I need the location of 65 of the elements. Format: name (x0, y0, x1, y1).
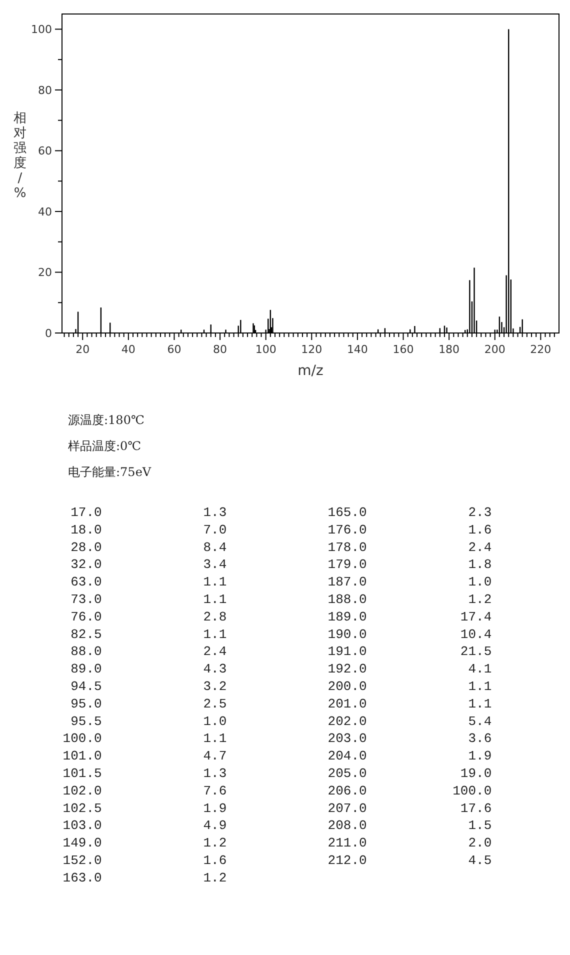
text: 32.0 3.4 (55, 557, 227, 572)
text: 187.0 1.0 (320, 574, 492, 590)
text: 189.0 17.4 (320, 609, 492, 624)
x-tick-label: 20 (76, 343, 90, 356)
text: 205.0 19.0 (320, 766, 492, 781)
text: 201.0 1.1 (320, 696, 492, 712)
text: 176.0 1.6 (320, 522, 492, 538)
y-axis-title: 相对强度/% (14, 111, 26, 201)
x-tick-label: 40 (121, 343, 136, 356)
x-tick-label: 220 (530, 343, 552, 356)
text: 73.0 1.1 (55, 592, 227, 607)
text: 204.0 1.9 (320, 748, 492, 764)
x-tick-label: 140 (346, 343, 368, 356)
text: 211.0 2.0 (320, 836, 492, 851)
text: 163.0 1.2 (55, 870, 227, 886)
y-tick-label: 80 (38, 84, 52, 97)
text: 82.5 1.1 (55, 626, 227, 642)
text: 200.0 1.1 (320, 679, 492, 694)
text: 95.5 1.0 (55, 714, 227, 729)
text: 源温度:180℃ (68, 413, 144, 427)
x-tick-label: 160 (392, 343, 414, 356)
text: 76.0 2.8 (55, 609, 227, 624)
text: 202.0 5.4 (320, 714, 492, 729)
text: 样品温度:0℃ (68, 439, 142, 453)
text: 191.0 21.5 (320, 644, 492, 660)
y-tick-label: 100 (31, 23, 52, 36)
text: 192.0 4.1 (320, 662, 492, 677)
text: 165.0 2.3 (320, 505, 492, 520)
text: 88.0 2.4 (55, 644, 227, 660)
text: 206.0 100.0 (320, 783, 492, 798)
text: 207.0 17.6 (320, 800, 492, 816)
text: 电子能量:75eV (68, 465, 152, 479)
text: 63.0 1.1 (55, 574, 227, 590)
text: 18.0 7.0 (55, 522, 227, 538)
text: 101.5 1.3 (55, 766, 227, 781)
y-tick-label: 60 (38, 144, 52, 158)
x-tick-label: 100 (255, 343, 276, 356)
x-tick-label: 180 (438, 343, 460, 356)
text: 95.0 2.5 (55, 696, 227, 712)
text: 103.0 4.9 (55, 818, 227, 834)
x-tick-label: 200 (484, 343, 506, 356)
text: 212.0 4.5 (320, 853, 492, 868)
text: 203.0 3.6 (320, 731, 492, 746)
x-axis-title: m/z (298, 363, 324, 379)
text: 100.0 1.1 (55, 731, 227, 746)
y-tick-label: 40 (38, 205, 52, 218)
x-tick-label: 60 (167, 343, 182, 356)
x-tick-label: 120 (301, 343, 322, 356)
text: 102.0 7.6 (55, 783, 227, 798)
text: 149.0 1.2 (55, 836, 227, 851)
y-tick-label: 20 (38, 266, 52, 280)
text: 17.0 1.3 (55, 505, 227, 520)
text: 94.5 3.2 (55, 679, 227, 694)
text: 28.0 8.4 (55, 540, 227, 555)
text: 179.0 1.8 (320, 557, 492, 572)
text: 102.5 1.9 (55, 800, 227, 816)
text: 89.0 4.3 (55, 662, 227, 677)
x-tick-label: 80 (213, 343, 228, 356)
text: 101.0 4.7 (55, 748, 227, 764)
text: 190.0 10.4 (320, 626, 492, 642)
text: 178.0 2.4 (320, 540, 492, 555)
text: 208.0 1.5 (320, 818, 492, 834)
text: 152.0 1.6 (55, 853, 227, 868)
text: 188.0 1.2 (320, 592, 492, 607)
y-tick-label: 0 (45, 327, 52, 340)
